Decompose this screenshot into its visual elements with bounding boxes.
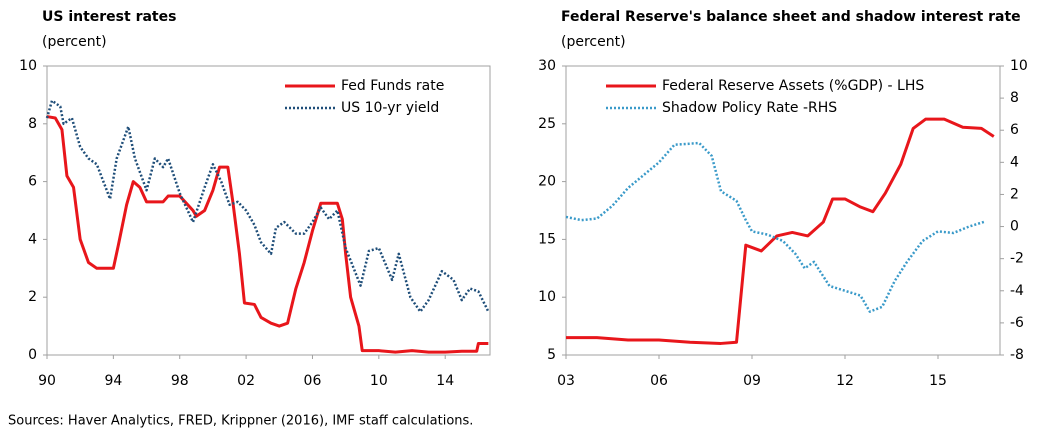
y-tick-label: 10 [19,58,37,74]
chart-title: Federal Reserve's balance sheet and shad… [561,9,1021,25]
series-line [46,115,489,354]
y2-tick-label: 8 [1010,90,1019,106]
chart-subtitle: (percent) [42,34,107,50]
x-tick-label: 15 [929,373,947,389]
y-tick-label: 20 [538,174,556,190]
x-tick-label: 98 [171,373,189,389]
x-tick-label: 09 [743,373,761,389]
y-tick-label: 30 [538,58,556,74]
x-tick-label: 10 [370,373,388,389]
y2-tick-label: 0 [1010,219,1019,235]
chart-subtitle: (percent) [561,34,626,50]
y-tick-label: 4 [28,231,37,247]
legend-label: Shadow Policy Rate -RHS [662,100,837,116]
y2-tick-label: 4 [1010,154,1019,170]
y2-tick-label: -4 [1010,283,1024,299]
y-tick-label: 10 [538,289,556,305]
y2-tick-label: 6 [1010,122,1019,138]
x-tick-label: 94 [104,373,122,389]
y2-tick-label: 10 [1010,58,1028,74]
y2-tick-label: -6 [1010,315,1024,331]
series-line [45,99,490,313]
x-tick-label: 06 [304,373,322,389]
x-tick-label: 90 [38,373,56,389]
y-tick-label: 8 [28,116,37,132]
y2-tick-label: 2 [1010,186,1019,202]
x-tick-label: 14 [436,373,454,389]
y-tick-label: 25 [538,116,556,132]
legend-label: US 10-yr yield [341,100,439,116]
y-tick-label: 6 [28,174,37,190]
x-tick-label: 12 [836,373,854,389]
x-tick-label: 03 [557,373,575,389]
legend-label: Federal Reserve Assets (%GDP) - LHS [662,78,924,94]
legend-label: Fed Funds rate [341,78,444,94]
y2-tick-label: -8 [1010,347,1024,363]
x-tick-label: 02 [237,373,255,389]
source-note: Sources: Haver Analytics, FRED, Krippner… [8,414,473,429]
y-tick-label: 15 [538,231,556,247]
series-line [565,141,985,313]
chart-title: US interest rates [42,9,176,25]
y-tick-label: 5 [547,347,556,363]
y-tick-label: 2 [28,289,37,305]
x-tick-label: 06 [650,373,668,389]
plot-frame [46,65,491,356]
y2-tick-label: -2 [1010,251,1024,267]
y-tick-label: 0 [28,347,37,363]
plot-frame [565,65,1001,356]
series-line [566,117,995,345]
